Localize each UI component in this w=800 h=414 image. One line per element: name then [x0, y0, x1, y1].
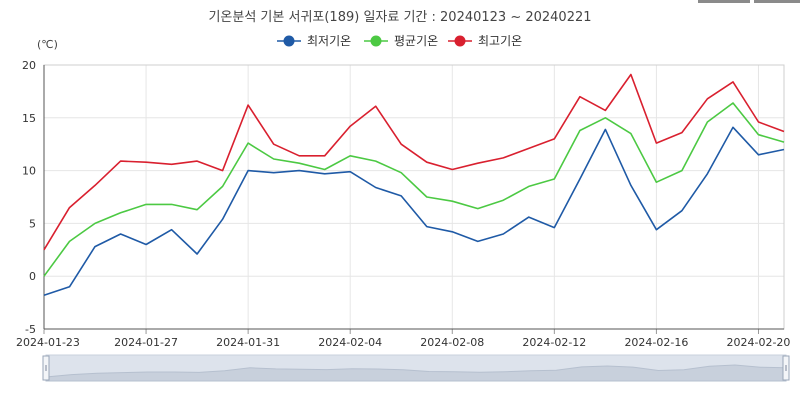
y-tick-label: 20 — [22, 59, 36, 72]
legend-marker-3[interactable] — [454, 35, 466, 47]
y-tick-label: 5 — [29, 217, 36, 230]
legend-label-3[interactable]: 최고기온 — [478, 34, 522, 48]
top-tab-indicator — [754, 0, 800, 3]
y-unit-label: (℃) — [37, 38, 58, 51]
x-tick-label: 2024-02-12 — [522, 336, 586, 349]
legend-label-2[interactable]: 평균기온 — [394, 34, 438, 48]
y-tick-label: 0 — [29, 270, 36, 283]
x-tick-label: 2024-02-20 — [727, 336, 791, 349]
x-tick-label: 2024-02-16 — [624, 336, 688, 349]
x-tick-label: 2024-02-08 — [420, 336, 484, 349]
x-tick-label: 2024-01-27 — [114, 336, 178, 349]
series-line-2 — [43, 102, 785, 277]
legend-marker-2[interactable] — [370, 35, 382, 47]
legend-marker-1[interactable] — [283, 35, 295, 47]
x-tick-label: 2024-02-04 — [318, 336, 382, 349]
series-line-3 — [43, 73, 785, 251]
zoom-slider-preview — [45, 364, 787, 382]
x-tick-label: 2024-01-23 — [16, 336, 80, 349]
y-tick-label: 15 — [22, 112, 36, 125]
y-tick-label: 10 — [22, 165, 36, 178]
x-tick-label: 2024-01-31 — [216, 336, 280, 349]
legend-label-1[interactable]: 최저기온 — [307, 34, 351, 48]
plot-frame — [43, 64, 785, 330]
chart-title: 기온분석 기본 서귀포(189) 일자료 기간 : 20240123 ~ 202… — [208, 10, 592, 25]
series-line-1 — [43, 126, 785, 296]
y-tick-label: -5 — [25, 323, 36, 336]
top-tab-indicator — [698, 0, 750, 3]
